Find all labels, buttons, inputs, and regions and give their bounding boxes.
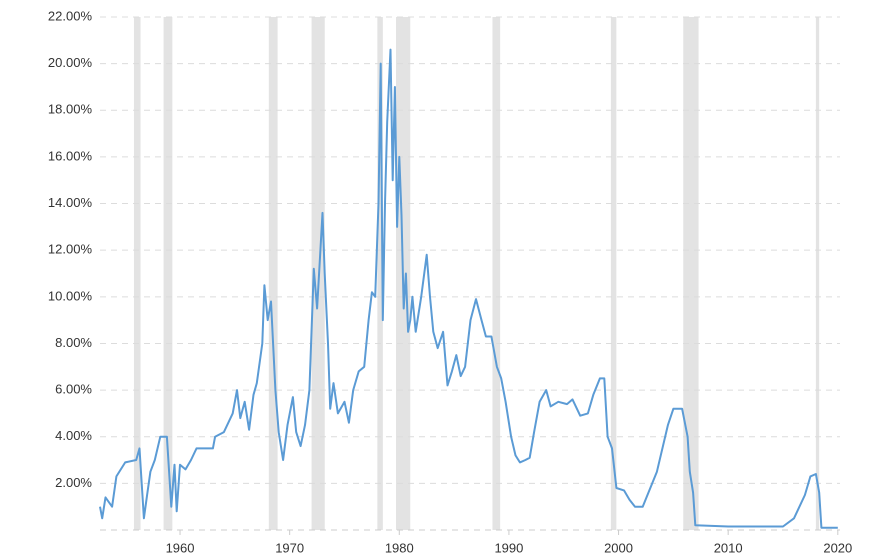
recession-band <box>268 17 278 530</box>
y-tick-label: 2.00% <box>55 475 92 490</box>
y-tick-label: 4.00% <box>55 428 92 443</box>
y-tick-label: 6.00% <box>55 382 92 397</box>
y-tick-label: 18.00% <box>48 102 93 117</box>
rate-line <box>99 48 838 529</box>
recession-band <box>815 17 820 530</box>
y-tick-label: 16.00% <box>48 148 93 163</box>
recession-band <box>163 17 173 530</box>
x-tick-label: 2010 <box>714 540 743 555</box>
recession-band <box>492 17 501 530</box>
y-tick-label: 12.00% <box>48 242 93 257</box>
x-tick-label: 1990 <box>494 540 523 555</box>
recession-band <box>683 17 699 530</box>
x-tick-label: 1960 <box>166 540 195 555</box>
recession-band <box>133 17 141 530</box>
x-tick-label: 1980 <box>385 540 414 555</box>
y-tick-label: 14.00% <box>48 195 93 210</box>
recession-band <box>377 17 383 530</box>
y-tick-label: 8.00% <box>55 335 92 350</box>
x-tick-label: 2020 <box>823 540 852 555</box>
y-tick-label: 10.00% <box>48 288 93 303</box>
x-tick-label: 2000 <box>604 540 633 555</box>
y-tick-label: 22.00% <box>48 8 93 23</box>
x-tick-label: 1970 <box>275 540 304 555</box>
y-tick-label: 20.00% <box>48 55 93 70</box>
recession-band <box>610 17 617 530</box>
